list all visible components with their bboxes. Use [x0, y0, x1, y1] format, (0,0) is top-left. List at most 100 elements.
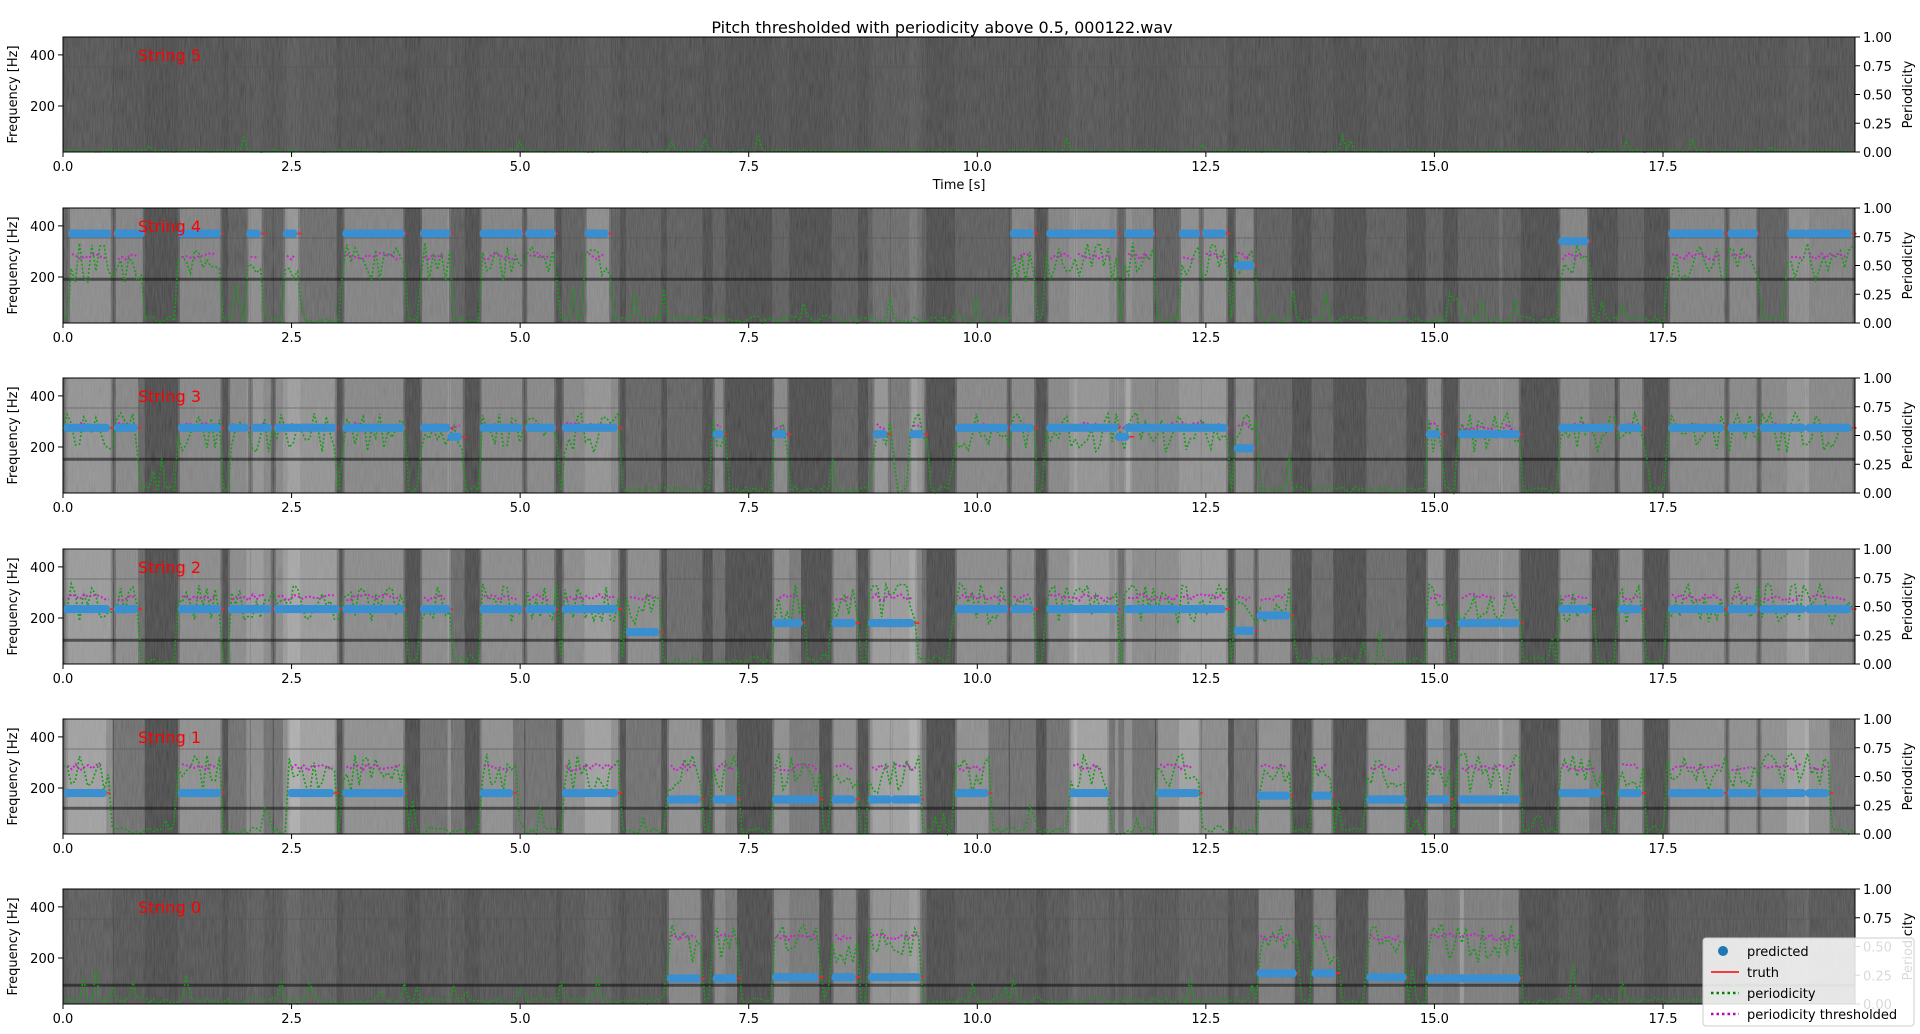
- periodicity-thresholded-line: [588, 252, 606, 261]
- onset-band: [447, 208, 465, 323]
- predicted-point: [1715, 229, 1725, 238]
- periodicity-thresholded-line: [1128, 592, 1179, 602]
- predicted-point: [263, 423, 272, 432]
- periodicity-thresholded-line: [231, 592, 266, 602]
- x-tick-label: 10.0: [963, 842, 992, 857]
- periodicity-thresholded-line: [1127, 251, 1150, 261]
- onset-band: [667, 208, 703, 323]
- predicted-point: [1398, 795, 1407, 804]
- onset-band: [177, 208, 223, 323]
- periodicity-thresholded-line: [716, 423, 722, 428]
- x-tick-label: 0.0: [53, 160, 74, 175]
- predicted-point: [1025, 604, 1035, 614]
- onset-band: [251, 37, 273, 152]
- periodicity-thresholded-line: [876, 423, 886, 430]
- activity-band: [1158, 378, 1227, 493]
- onset-band: [1499, 208, 1521, 323]
- onset-band: [1668, 37, 1726, 152]
- onset-band: [1256, 378, 1293, 493]
- activity-band: [893, 719, 920, 834]
- predicted-point: [1282, 791, 1291, 800]
- periodicity-thresholded-line: [1013, 252, 1031, 261]
- onset-band: [1787, 378, 1809, 493]
- periodicity-thresholded-line: [1159, 763, 1194, 771]
- activity-band: [957, 719, 989, 834]
- predicted-point: [252, 229, 261, 238]
- x-tick-label: 0.0: [53, 672, 74, 687]
- y-axis-label: Frequency [Hz]: [6, 216, 21, 314]
- periodicity-thresholded-line: [181, 594, 216, 602]
- onset-band: [1366, 208, 1407, 323]
- onset-band: [1201, 208, 1229, 323]
- onset-band: [420, 37, 451, 152]
- activity-band: [669, 719, 701, 834]
- onset-band: [287, 208, 337, 323]
- onset-band: [625, 719, 662, 834]
- panel-0: String 5 0.0 2.5 5.0 7.5 10.0 12.5 15.0 17.5 200 4…: [6, 31, 1916, 193]
- periodicity-thresholded-line: [834, 933, 853, 943]
- predicted-point: [1432, 430, 1441, 439]
- periodicity-line: [62, 133, 1853, 154]
- periodicity-line: [62, 752, 1854, 836]
- periodicity-thresholded-line: [286, 253, 296, 261]
- panels: String 5 0.0 2.5 5.0 7.5 10.0 12.5 15.0 17.5 200 4…: [6, 31, 1916, 1027]
- onset-band: [831, 549, 858, 664]
- activity-band: [1235, 378, 1254, 493]
- predicted-point: [212, 604, 222, 614]
- right-tick-label: 0.25: [1863, 629, 1892, 644]
- predicted-point: [609, 423, 619, 432]
- predicted-point: [912, 973, 922, 982]
- onset-band: [772, 37, 789, 152]
- onset-band: [831, 378, 858, 493]
- periodicity-thresholded-line: [346, 252, 401, 261]
- predicted-point: [609, 788, 619, 798]
- x-tick-label: 2.5: [281, 160, 302, 175]
- predicted-point: [1149, 423, 1158, 432]
- activity-band: [285, 208, 299, 323]
- onset-band: [63, 378, 113, 493]
- periodicity-thresholded-line: [1763, 593, 1802, 602]
- panel-5: String 0 0.0 2.5 5.0 7.5 10.0 12.5 15.0 17.5 200 4…: [6, 883, 1916, 1027]
- periodicity-thresholded-line: [894, 762, 917, 772]
- activity-band: [527, 378, 555, 493]
- activity-band: [1203, 208, 1227, 323]
- onset-band: [561, 378, 621, 493]
- predicted-point: [1441, 795, 1451, 804]
- periodicity-thresholded-line: [423, 593, 446, 602]
- right-tick-label: 0.25: [1863, 458, 1892, 473]
- onset-band: [1558, 889, 1590, 1004]
- y-tick-label: 200: [30, 952, 55, 967]
- right-axis-label: Periodicity: [1901, 401, 1916, 469]
- y-axis-label: Frequency [Hz]: [6, 897, 21, 995]
- periodicity-thresholded-line: [117, 253, 139, 261]
- x-tick-label: 0.0: [53, 331, 74, 346]
- onset-band: [479, 719, 525, 834]
- string-label: String 0: [138, 898, 201, 917]
- predicted-point: [396, 788, 405, 798]
- onset-band: [1233, 378, 1256, 493]
- activity-band: [1459, 549, 1501, 664]
- onset-band: [1760, 37, 1809, 152]
- x-tick-label: 12.5: [1191, 672, 1220, 687]
- onset-band: [1805, 37, 1854, 152]
- onset-band: [177, 719, 223, 834]
- activity-band: [870, 549, 916, 664]
- onset-band: [868, 719, 918, 834]
- activity-band: [422, 208, 449, 323]
- onset-band: [1426, 37, 1443, 152]
- onset-band: [1009, 719, 1037, 834]
- predicted-point: [1797, 423, 1807, 432]
- predicted-point: [212, 788, 222, 798]
- activity-band: [833, 889, 856, 1004]
- periodicity-thresholded-line: [1808, 593, 1847, 601]
- periodicity-thresholded-line: [629, 594, 656, 601]
- activity-band: [586, 208, 609, 323]
- x-tick-label: 7.5: [738, 672, 759, 687]
- onset-band: [525, 378, 557, 493]
- onset-band: [872, 208, 890, 323]
- right-tick-label: 0.75: [1863, 912, 1892, 927]
- onset-band: [1311, 208, 1334, 323]
- chart-title: Pitch thresholded with periodicity above…: [711, 18, 1172, 37]
- predicted-point: [1146, 229, 1155, 238]
